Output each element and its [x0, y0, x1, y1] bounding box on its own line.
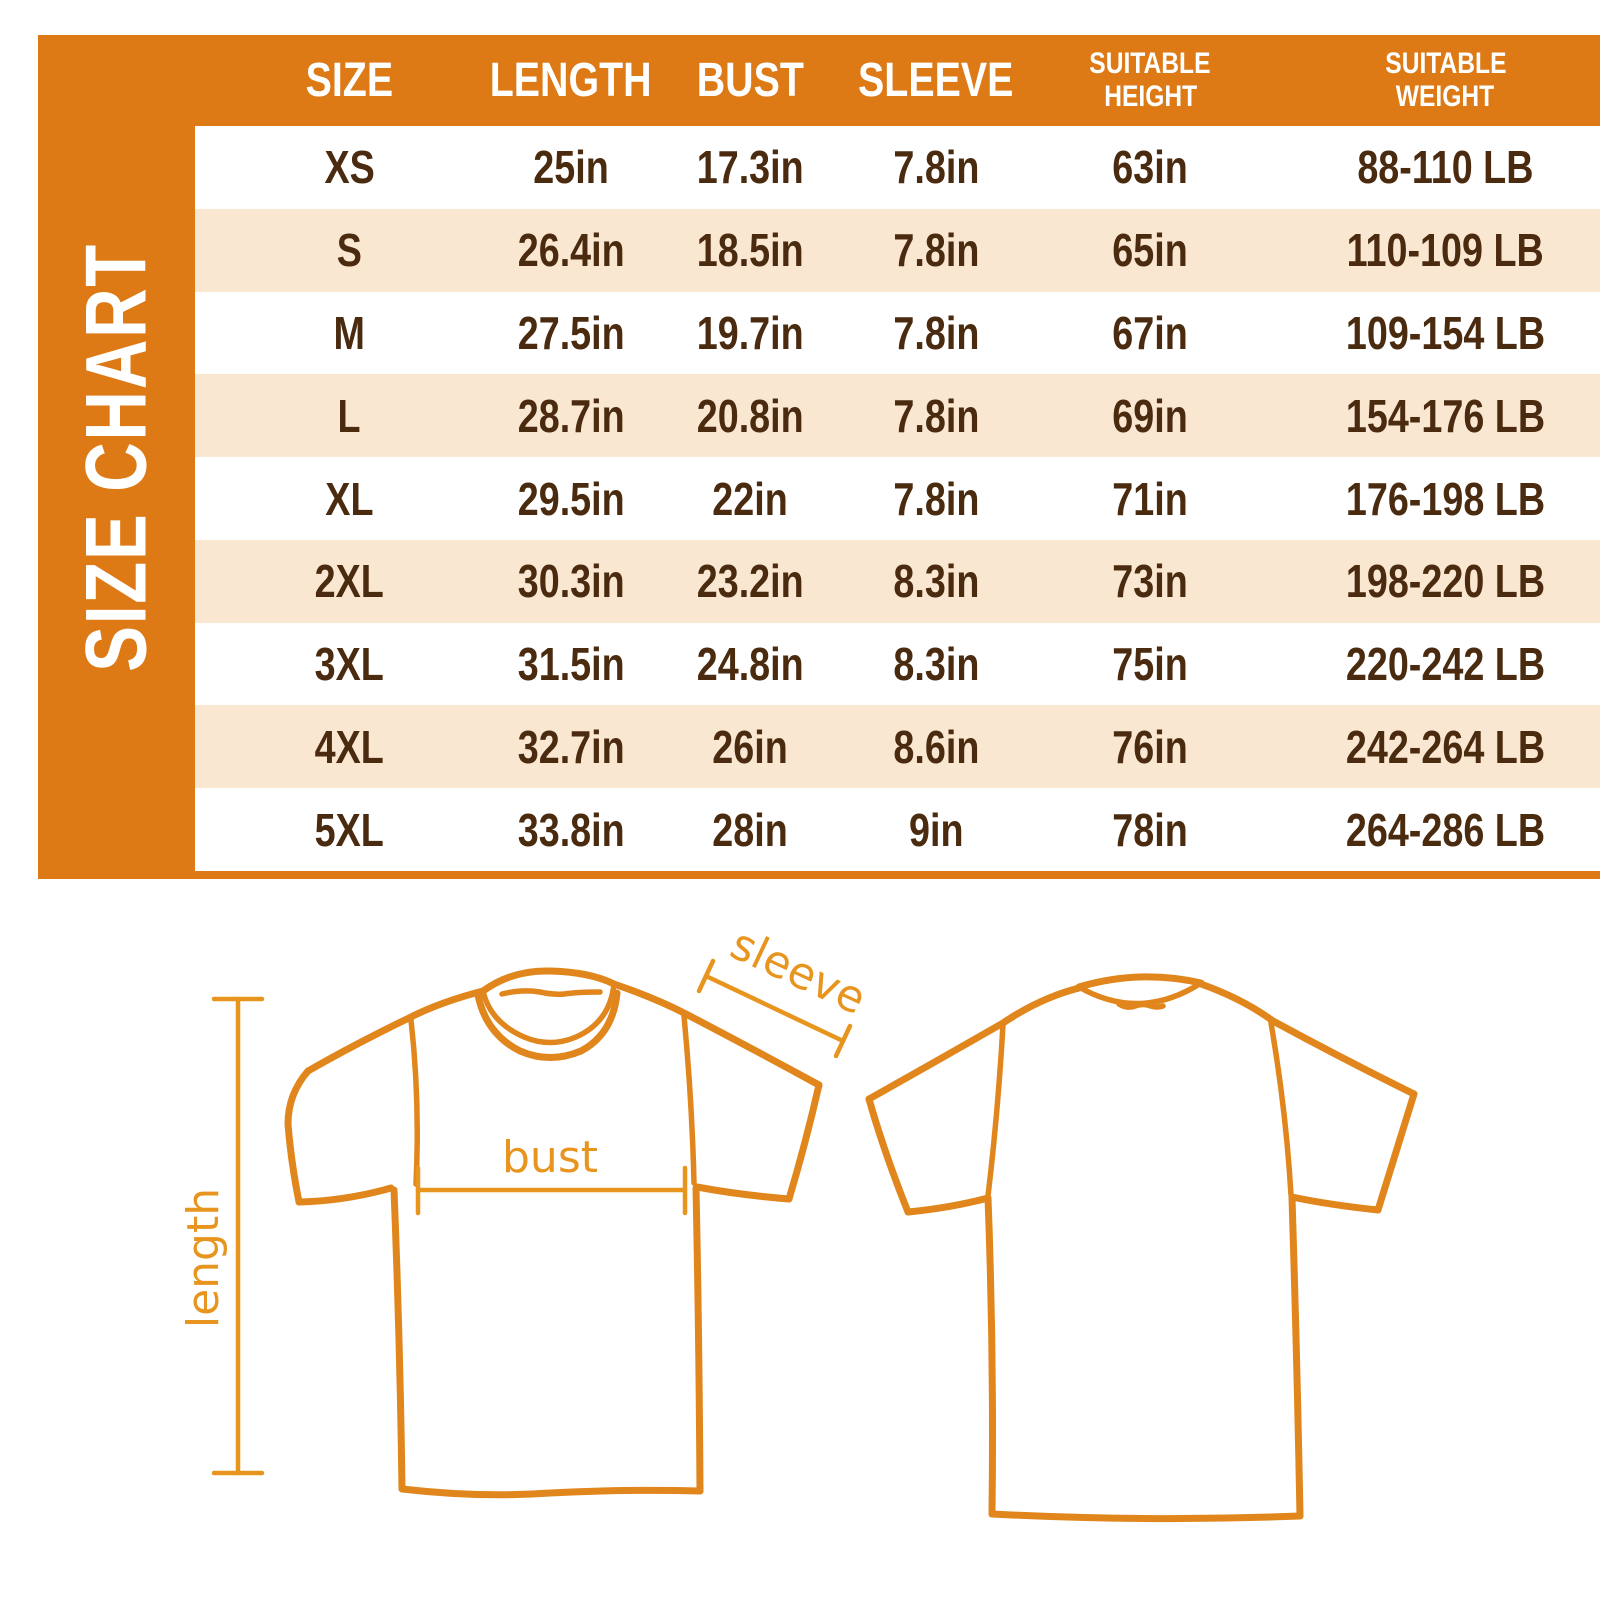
table-row-2xl: 2XL 30.3in 23.2in 8.3in 73in 198-220 LB [195, 539, 1600, 623]
weight-value: 110-109 LB [1346, 224, 1544, 277]
weight-value: 176-198 LB [1345, 472, 1546, 525]
column-header-length: LENGTH [489, 54, 652, 107]
height-value: 78in [1112, 803, 1189, 856]
height-value: 69in [1112, 389, 1189, 442]
size-value: 3XL [314, 638, 385, 691]
tshirt-front-outline [284, 967, 823, 1499]
column-header-bust: BUST [696, 54, 804, 107]
table-row-s: S 26.4in 18.5in 7.8in 65in 110-109 LB [195, 208, 1600, 292]
length-value: 32.7in [517, 720, 625, 773]
column-header-sleeve: SLEEVE [858, 54, 1014, 107]
length-dimension: length [178, 996, 265, 1476]
size-value: XS [324, 141, 375, 194]
weight-value: 109-154 LB [1345, 306, 1546, 359]
height-value: 75in [1112, 638, 1189, 691]
table-row-l: L 28.7in 20.8in 7.8in 69in 154-176 LB [195, 374, 1600, 458]
length-value: 33.8in [517, 803, 625, 856]
size-value: 2XL [314, 555, 385, 608]
tshirt-back-outline [865, 973, 1418, 1523]
sleeve-value: 7.8in [893, 141, 980, 194]
length-label: length [178, 1188, 229, 1328]
sleeve-value: 7.8in [893, 472, 980, 525]
weight-value: 154-176 LB [1345, 389, 1546, 442]
height-value: 63in [1112, 141, 1189, 194]
size-value: 4XL [314, 720, 385, 773]
size-value: L [338, 389, 362, 442]
column-header-size: SIZE [305, 54, 394, 107]
bust-value: 20.8in [696, 389, 804, 442]
table-row-m: M 27.5in 19.7in 7.8in 67in 109-154 LB [195, 291, 1600, 375]
bust-value: 19.7in [696, 306, 804, 359]
bust-value: 23.2in [696, 555, 804, 608]
bust-value: 18.5in [696, 224, 804, 277]
sleeve-value: 7.8in [893, 306, 980, 359]
bust-dimension: bust [415, 1132, 688, 1216]
page-title: SIZE CHART [68, 242, 164, 672]
bust-value: 26in [712, 720, 788, 773]
sleeve-value: 8.3in [893, 555, 980, 608]
size-value: S [336, 224, 363, 277]
length-value: 30.3in [517, 555, 625, 608]
table-row-xl: XL 29.5in 22in 7.8in 71in 176-198 LB [195, 457, 1600, 540]
bust-value: 24.8in [696, 638, 804, 691]
length-value: 29.5in [517, 472, 625, 525]
bust-value: 17.3in [696, 141, 804, 194]
sleeve-label: sleeve [723, 919, 874, 1025]
column-header-suitable-weight: SUITABLE WEIGHT [1384, 47, 1507, 113]
bust-value: 22in [712, 472, 788, 525]
bust-value: 28in [712, 803, 788, 856]
weight-value: 242-264 LB [1345, 720, 1546, 773]
table-row-4xl: 4XL 32.7in 26in 8.6in 76in 242-264 LB [195, 705, 1600, 789]
length-value: 25in [533, 141, 609, 194]
sleeve-value: 9in [908, 803, 964, 856]
size-value: 5XL [314, 803, 385, 856]
size-value: XL [325, 472, 374, 525]
sleeve-value: 8.6in [893, 720, 980, 773]
length-value: 31.5in [517, 638, 625, 691]
size-value: M [333, 306, 366, 359]
height-value: 76in [1112, 720, 1189, 773]
table-title-band: SIZE CHART [38, 35, 195, 879]
table-body: XS 25in 17.3in 7.8in 63in 88-110 LB S 26… [195, 126, 1600, 872]
length-value: 27.5in [517, 306, 625, 359]
table-row-5xl: 5XL 33.8in 28in 9in 78in 264-286 LB [195, 788, 1600, 872]
weight-value: 198-220 LB [1345, 555, 1546, 608]
height-value: 71in [1112, 472, 1189, 525]
sleeve-value: 8.3in [893, 638, 980, 691]
bust-label: bust [502, 1132, 598, 1183]
weight-value: 88-110 LB [1357, 141, 1534, 194]
height-value: 65in [1112, 224, 1189, 277]
length-value: 28.7in [517, 389, 625, 442]
height-value: 67in [1112, 306, 1189, 359]
height-value: 73in [1112, 555, 1189, 608]
column-header-suitable-height: SUITABLE HEIGHT [1089, 47, 1211, 113]
table-row-3xl: 3XL 31.5in 24.8in 8.3in 75in 220-242 LB [195, 622, 1600, 706]
sleeve-value: 7.8in [893, 224, 980, 277]
weight-value: 264-286 LB [1345, 803, 1546, 856]
weight-value: 220-242 LB [1345, 638, 1546, 691]
measurement-diagram: length bust sleeve [178, 919, 1418, 1523]
table-header-row: SIZE LENGTH BUST SLEEVE SUITABLE HEIGHT S… [195, 35, 1600, 126]
length-value: 26.4in [517, 224, 625, 277]
size-table: SIZE CHART SIZE LENGTH BUST SLEEVE SUITA… [38, 35, 1600, 879]
table-row-xs: XS 25in 17.3in 7.8in 63in 88-110 LB [195, 126, 1600, 209]
sleeve-value: 7.8in [893, 389, 980, 442]
